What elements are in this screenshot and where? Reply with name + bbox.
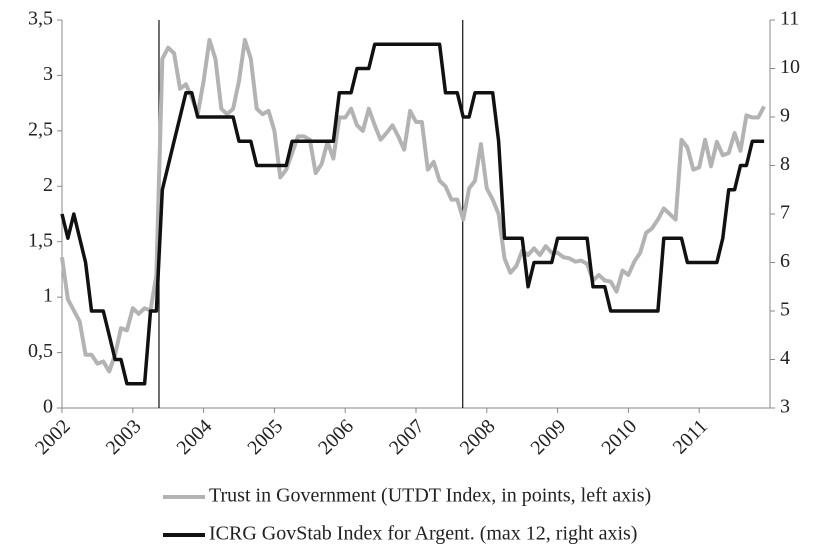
- series-line: [60, 37, 766, 374]
- y-tick-label: 2,5: [28, 118, 53, 140]
- x-tick-label: 2009: [527, 415, 571, 459]
- y2-tick-label: 10: [780, 56, 800, 78]
- y2-tick-label: 7: [780, 202, 790, 224]
- y-tick-label: 1: [43, 285, 53, 307]
- y-tick-label: 0,5: [28, 340, 53, 362]
- x-tick-label: 2005: [243, 415, 287, 459]
- x-tick-label: 2010: [597, 415, 641, 459]
- y-tick-label: 3: [43, 63, 53, 85]
- y2-tick-label: 5: [780, 299, 790, 321]
- series-line: [60, 42, 765, 386]
- y2-tick-label: 6: [780, 250, 790, 272]
- y2-tick-label: 3: [780, 396, 790, 418]
- y2-tick-label: 4: [780, 347, 790, 369]
- x-tick-label: 2003: [102, 415, 146, 459]
- legend-label: ICRG GovStab Index for Argent. (max 12, …: [209, 523, 637, 545]
- y-tick-label: 1,5: [28, 229, 53, 251]
- x-tick-label: 2008: [456, 415, 500, 459]
- x-tick-label: 2004: [173, 415, 217, 459]
- legend-label: Trust in Government (UTDT Index, in poin…: [209, 485, 651, 507]
- x-tick-label: 2002: [31, 415, 75, 459]
- y2-tick-label: 8: [780, 153, 790, 175]
- y-tick-label: 3,5: [28, 8, 53, 30]
- y2-tick-label: 9: [780, 105, 790, 127]
- x-tick-label: 2007: [385, 415, 429, 459]
- y-tick-label: 2: [43, 174, 53, 196]
- x-tick-label: 2006: [314, 415, 358, 459]
- y-tick-label: 0: [43, 396, 53, 418]
- y2-tick-label: 11: [780, 8, 799, 30]
- x-tick-label: 2011: [669, 415, 712, 458]
